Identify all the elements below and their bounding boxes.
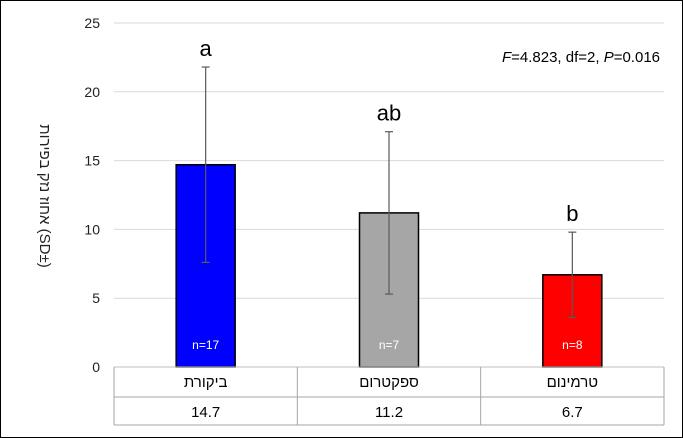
data-table: ביקורת 14.7 ספקטרום 11.2 טרמינום 6.7 [113, 366, 665, 426]
y-tick-label: 5 [92, 290, 100, 306]
y-tick-label: 15 [84, 153, 100, 169]
n-label: n=7 [379, 338, 400, 352]
y-axis-label: אחוז נזק בפירות (SD±) [36, 124, 53, 267]
p-value: =0.016 [614, 49, 660, 66]
y-tick-label: 0 [92, 359, 100, 375]
category-label: טרמינום [547, 374, 598, 391]
error-bars [201, 66, 577, 319]
category-label: ביקורת [184, 374, 228, 391]
f-value: =4.823, df=2, [511, 49, 604, 66]
value-label: 14.7 [191, 404, 220, 421]
y-tick-label: 20 [84, 84, 100, 100]
category-label: ספקטרום [359, 374, 419, 391]
f-symbol: F [502, 49, 512, 66]
group-letters: a ab b [200, 36, 579, 226]
n-label: n=8 [562, 338, 583, 352]
y-axis-ticks: 0 5 10 15 20 25 [84, 15, 100, 375]
value-label: 6.7 [562, 404, 583, 421]
n-labels: n=17 n=7 n=8 [192, 338, 583, 352]
group-letter: a [200, 36, 213, 61]
y-tick-label: 25 [84, 15, 100, 31]
value-label: 11.2 [375, 404, 403, 421]
statistics-label: F=4.823, df=2, P=0.016 [502, 49, 660, 66]
group-letter: ab [377, 101, 401, 126]
n-label: n=17 [192, 338, 219, 352]
group-letter: b [566, 201, 578, 226]
y-tick-label: 10 [84, 221, 100, 237]
p-symbol: P [604, 49, 614, 66]
